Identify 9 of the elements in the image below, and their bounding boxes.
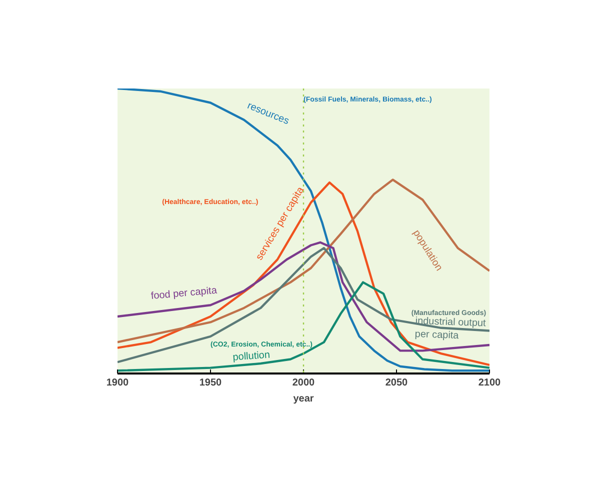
x-tick-label: 2100 xyxy=(478,378,502,388)
x-tick-label: 2000 xyxy=(292,378,316,388)
x-tick-label: 2050 xyxy=(385,378,408,388)
series-label: food per capita xyxy=(150,285,218,302)
x-tick-label: 1950 xyxy=(199,378,222,388)
x-axis-title: year xyxy=(293,394,314,404)
series-label: industrial output per capita xyxy=(414,316,486,342)
x-tick-label: 1900 xyxy=(106,378,130,388)
series-label: pollution xyxy=(232,350,270,364)
